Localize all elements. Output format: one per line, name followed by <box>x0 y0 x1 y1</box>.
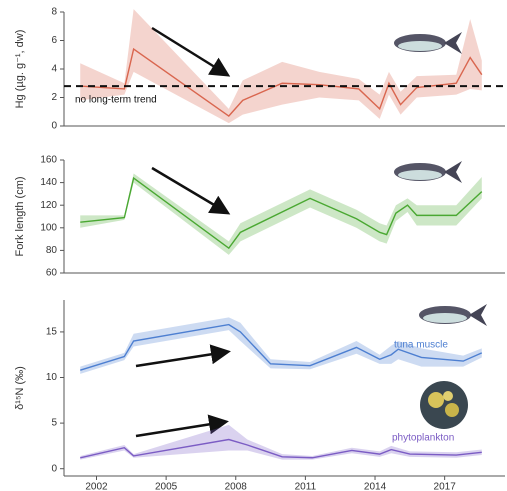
x-tick-label: 2017 <box>434 482 457 491</box>
y-tick-label: 120 <box>40 200 57 211</box>
y-tick-label: 0 <box>51 463 57 474</box>
arrow <box>136 352 226 366</box>
x-tick-label: 2014 <box>364 482 387 491</box>
y-axis-label: Fork length (cm) <box>14 176 26 256</box>
tuna-icon <box>394 161 462 183</box>
y-tick-label: 5 <box>51 418 57 429</box>
y-tick-label: 80 <box>46 245 58 256</box>
y-tick-label: 15 <box>46 327 58 338</box>
arrow <box>152 168 226 212</box>
y-tick-label: 6 <box>51 35 57 46</box>
x-tick-label: 2008 <box>225 482 248 491</box>
y-tick-label: 0 <box>51 121 57 132</box>
tuna-icon <box>419 304 487 326</box>
y-tick-label: 8 <box>51 7 57 18</box>
annotation: no long-term trend <box>75 95 157 106</box>
series-label: phytoplankton <box>392 433 454 444</box>
y-axis-label: Hg (µg. g⁻¹, dw) <box>14 30 26 109</box>
y-tick-label: 60 <box>46 268 58 279</box>
band <box>80 174 482 255</box>
x-tick-label: 2011 <box>295 482 317 491</box>
x-tick-label: 2002 <box>85 482 108 491</box>
tuna-icon <box>394 32 462 54</box>
band <box>80 9 482 123</box>
figure: 0 2 4 6 8 Hg (µg. g⁻¹, dw) no long-term trend 6… <box>0 0 507 491</box>
y-axis-label: δ¹⁵N (‰) <box>14 366 26 410</box>
phytoplankton-icon <box>420 381 468 429</box>
x-tick-label: 2005 <box>155 482 178 491</box>
y-tick-label: 100 <box>40 222 57 233</box>
series-label: tuna muscle <box>394 340 448 351</box>
y-tick-label: 2 <box>51 92 57 103</box>
y-tick-label: 10 <box>46 372 58 383</box>
y-tick-label: 140 <box>40 177 57 188</box>
y-tick-label: 160 <box>40 155 57 166</box>
y-tick-label: 4 <box>51 64 57 75</box>
